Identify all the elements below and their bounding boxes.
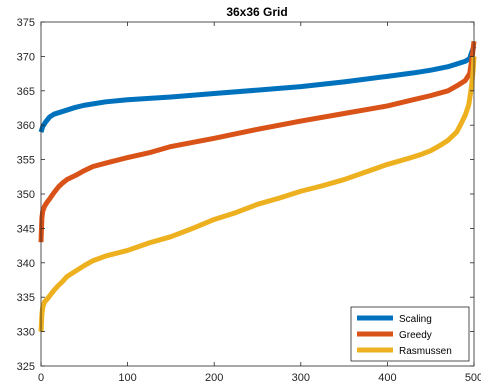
y-tick-label: 330	[17, 327, 35, 339]
y-tick-label: 345	[17, 223, 35, 235]
series-layer	[38, 40, 477, 332]
y-tick-label: 360	[17, 120, 35, 132]
y-tick-label: 340	[17, 258, 35, 270]
x-tick-label: 500	[465, 372, 481, 384]
chart-title: 36x36 Grid	[226, 5, 287, 19]
x-tick-label: 200	[205, 372, 223, 384]
x-tick-label: 100	[118, 372, 136, 384]
legend-label-greedy: Greedy	[399, 330, 432, 341]
series-line-scaling	[38, 45, 477, 133]
legend: Scaling Greedy Rasmussen	[350, 306, 470, 362]
tick-layer: 0 100 200 300 400 500 325 330 335 340 345 350 355 360…	[17, 17, 481, 384]
y-tick-label: 325	[17, 361, 35, 373]
series-line-greedy	[38, 40, 477, 243]
x-tick-label: 0	[38, 372, 44, 384]
series-line-rasmussen	[38, 56, 477, 332]
y-tick-label: 370	[17, 51, 35, 63]
y-tick-label: 355	[17, 155, 35, 167]
legend-label-scaling: Scaling	[399, 314, 432, 325]
y-tick-label: 350	[17, 189, 35, 201]
legend-label-rasmussen: Rasmussen	[399, 346, 452, 357]
x-tick-label: 300	[292, 372, 310, 384]
x-tick-label: 400	[378, 372, 396, 384]
y-tick-label: 365	[17, 86, 35, 98]
y-tick-label: 375	[17, 17, 35, 29]
y-tick-label: 335	[17, 292, 35, 304]
